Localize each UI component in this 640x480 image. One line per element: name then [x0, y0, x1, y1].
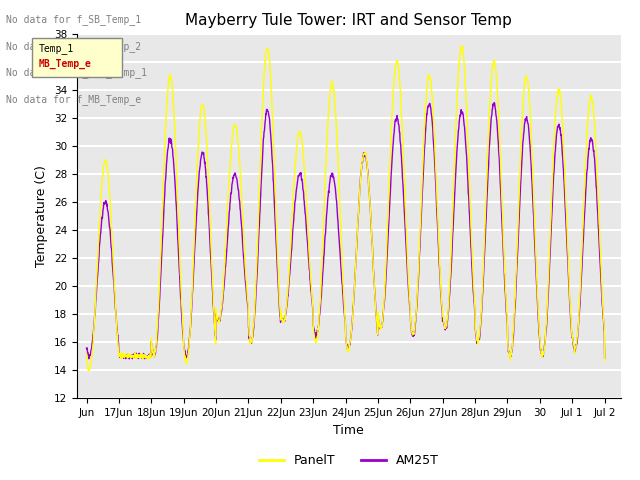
Text: MB_Temp_e: MB_Temp_e — [38, 59, 92, 69]
Text: No data for f_SB_Temp_1: No data for f_SB_Temp_1 — [6, 14, 141, 25]
Text: No data for f_IRT_Temp_1: No data for f_IRT_Temp_1 — [6, 67, 147, 78]
Legend: PanelT, AM25T: PanelT, AM25T — [254, 449, 444, 472]
Y-axis label: Temperature (C): Temperature (C) — [35, 165, 48, 267]
Title: Mayberry Tule Tower: IRT and Sensor Temp: Mayberry Tule Tower: IRT and Sensor Temp — [186, 13, 512, 28]
Text: No data for f_SB_Temp_2: No data for f_SB_Temp_2 — [6, 41, 141, 52]
X-axis label: Time: Time — [333, 424, 364, 437]
Text: Temp_1: Temp_1 — [38, 43, 74, 54]
Text: No data for f_MB_Temp_e: No data for f_MB_Temp_e — [6, 94, 141, 105]
